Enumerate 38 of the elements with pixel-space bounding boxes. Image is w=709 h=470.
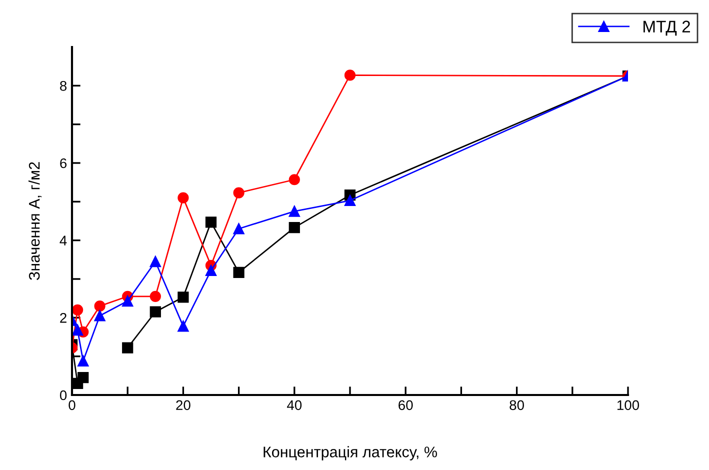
x-tick-label: 60: [398, 400, 413, 410]
y-tick-label: 2: [60, 313, 66, 323]
x-tick-label: 80: [510, 400, 524, 410]
point: [344, 194, 356, 206]
point: [205, 216, 217, 228]
point: [205, 264, 217, 276]
x-tick-label: 20: [176, 400, 190, 410]
point: [288, 174, 300, 186]
point: [122, 342, 134, 354]
point: [178, 192, 189, 204]
point: [178, 320, 189, 332]
point: [150, 256, 161, 268]
y-tick-label: 8: [60, 81, 67, 91]
point: [122, 295, 134, 307]
legend-label: МТД 2: [644, 20, 690, 36]
x-tick-label: 100: [617, 400, 640, 410]
y-axis-title: Значення А, г/м2: [28, 162, 42, 280]
point: [78, 372, 89, 384]
point: [233, 187, 244, 198]
point: [344, 70, 356, 81]
point: [72, 324, 84, 336]
point: [233, 223, 244, 234]
x-axis-title: Концентрація латексу, %: [264, 446, 437, 460]
point: [233, 266, 244, 278]
y-tick-label: 6: [60, 158, 67, 168]
y-tick-label: 0: [60, 390, 67, 400]
point: [288, 206, 300, 217]
point: [150, 306, 161, 318]
point: [178, 292, 189, 303]
point: [72, 304, 84, 316]
point: [94, 310, 106, 322]
x-tick-label: 40: [286, 400, 302, 410]
point: [78, 355, 89, 367]
point: [94, 300, 106, 312]
point: [150, 290, 161, 302]
y-tick-label: 4: [60, 236, 67, 246]
point: [288, 222, 300, 234]
x-tick-label: 0: [68, 400, 76, 410]
